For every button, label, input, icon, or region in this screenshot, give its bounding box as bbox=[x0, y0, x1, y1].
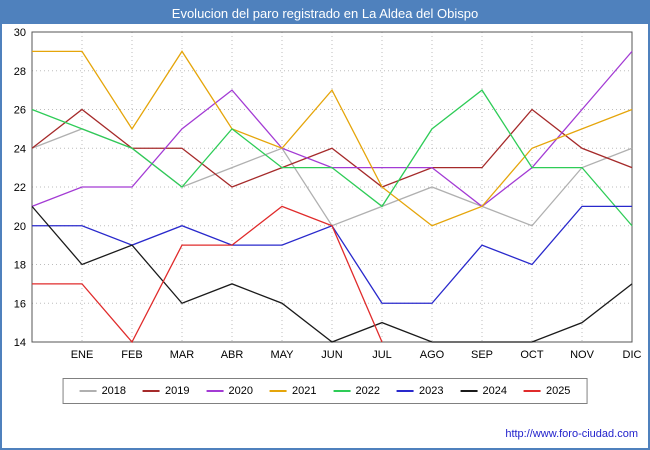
y-tick-label: 18 bbox=[14, 260, 26, 272]
y-tick-label: 26 bbox=[14, 105, 26, 117]
series-line-2025 bbox=[32, 205, 383, 344]
x-tick-label: OCT bbox=[520, 349, 544, 361]
legend-label-2022: 2022 bbox=[355, 385, 380, 397]
footer: http://www.foro-ciudad.com bbox=[505, 428, 638, 440]
legend-item-2023: 2023 bbox=[396, 385, 444, 397]
x-tick-label: NOV bbox=[570, 349, 595, 361]
legend-label-2019: 2019 bbox=[165, 385, 190, 397]
legend-item-2020: 2020 bbox=[206, 385, 254, 397]
legend-color-dash-2020 bbox=[206, 390, 224, 392]
x-tick-label: DIC bbox=[623, 349, 642, 361]
y-tick-label: 30 bbox=[14, 27, 26, 39]
legend-label-2024: 2024 bbox=[482, 385, 507, 397]
x-tick-label: SEP bbox=[471, 349, 493, 361]
legend-item-2018: 2018 bbox=[79, 385, 127, 397]
x-gridlines-and-ticks: ENE FEB MAR ABR MAY JUN JUL AGO SEP OCT NOV DIC bbox=[71, 32, 642, 361]
legend-item-2019: 2019 bbox=[143, 385, 190, 397]
y-tick-label: 20 bbox=[14, 221, 26, 233]
x-tick-label: AGO bbox=[420, 349, 445, 361]
chart-legend: 2018 2019 2020 2021 2022 2023 2024 2025 bbox=[62, 378, 588, 404]
legend-color-dash-2018 bbox=[79, 390, 97, 392]
chart-title-bar: Evolucion del paro registrado en La Alde… bbox=[2, 2, 648, 24]
x-tick-label: JUL bbox=[372, 349, 392, 361]
legend-color-dash-2021 bbox=[270, 390, 288, 392]
legend-color-dash-2023 bbox=[396, 390, 414, 392]
legend-label-2018: 2018 bbox=[101, 385, 127, 397]
x-tick-label: FEB bbox=[121, 349, 142, 361]
x-tick-label: MAY bbox=[270, 349, 294, 361]
series-line-2019 bbox=[31, 108, 633, 188]
legend-color-dash-2025 bbox=[523, 390, 541, 392]
legend-item-2022: 2022 bbox=[333, 385, 380, 397]
legend-color-dash-2019 bbox=[143, 390, 161, 392]
unemployment-line-chart: 14 16 18 20 22 24 26 28 30 ENE FEB MAR ABR MAY JUN JUL A… bbox=[14, 27, 642, 361]
legend-label-2023: 2023 bbox=[418, 385, 444, 397]
x-tick-label: ABR bbox=[221, 349, 244, 361]
series-line-2021 bbox=[32, 50, 633, 227]
y-tick-label: 14 bbox=[14, 337, 26, 349]
y-tick-label: 22 bbox=[14, 182, 26, 194]
legend-item-2024: 2024 bbox=[460, 385, 507, 397]
series-line-2018 bbox=[31, 128, 633, 227]
x-tick-label: JUN bbox=[321, 349, 342, 361]
series-line-2022 bbox=[31, 89, 633, 227]
y-tick-label: 16 bbox=[14, 298, 26, 310]
series-line-2024 bbox=[31, 205, 633, 343]
legend-color-dash-2022 bbox=[333, 390, 351, 392]
legend-item-2021: 2021 bbox=[270, 385, 317, 397]
legend-label-2025: 2025 bbox=[545, 385, 571, 397]
x-tick-label: MAR bbox=[170, 349, 195, 361]
legend-label-2021: 2021 bbox=[292, 385, 317, 397]
legend-item-2025: 2025 bbox=[523, 385, 571, 397]
foro-ciudad-link[interactable]: http://www.foro-ciudad.com bbox=[505, 428, 638, 440]
x-tick-label: ENE bbox=[71, 349, 94, 361]
y-tick-label: 28 bbox=[14, 66, 26, 78]
y-tick-label: 24 bbox=[14, 143, 26, 155]
chart-title: Evolucion del paro registrado en La Alde… bbox=[171, 5, 479, 21]
legend-color-dash-2024 bbox=[460, 390, 478, 392]
y-gridlines-and-ticks: 14 16 18 20 22 24 26 28 30 bbox=[14, 27, 632, 349]
legend-label-2020: 2020 bbox=[228, 385, 254, 397]
